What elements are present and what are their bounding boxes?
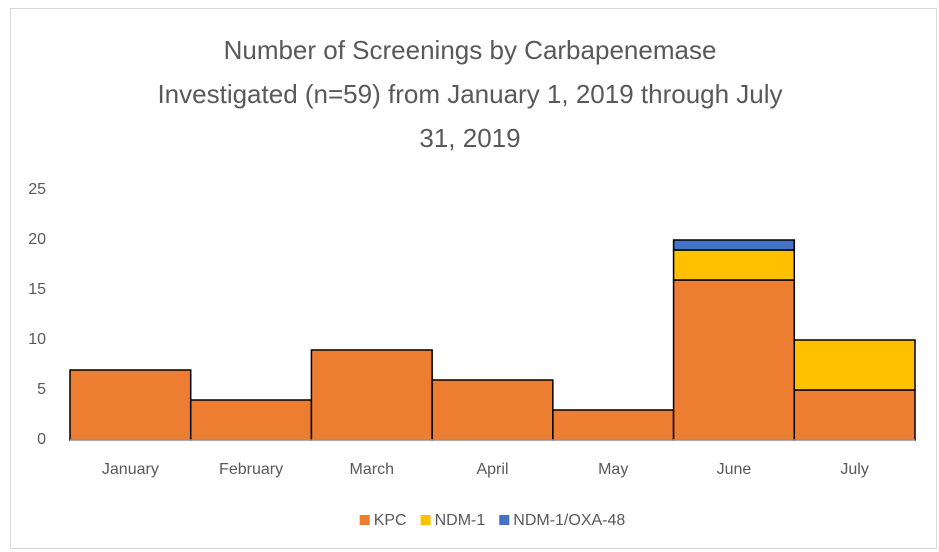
y-tick-label: 5	[37, 381, 46, 398]
y-tick-label: 15	[28, 281, 46, 298]
bar-segment	[793, 389, 916, 441]
bar-segment	[672, 239, 796, 251]
legend-swatch	[420, 515, 431, 525]
bar-segment	[793, 339, 916, 391]
bar-segment	[552, 409, 675, 441]
x-tick-label: July	[840, 461, 868, 478]
x-tick-label: June	[717, 461, 752, 478]
chart-title: Number of Screenings by Carbapenemase In…	[157, 35, 783, 153]
legend-label: KPC	[374, 512, 407, 529]
y-tick-label: 25	[28, 181, 46, 198]
bar-segment	[189, 399, 313, 441]
y-tick-label: 20	[28, 231, 46, 248]
x-tick-label: January	[102, 461, 159, 478]
legend-swatch	[499, 515, 510, 525]
legend-label: NDM-1	[435, 512, 486, 529]
y-tick-label: 0	[37, 431, 46, 448]
bar-segment	[672, 249, 796, 281]
x-tick-label: February	[219, 461, 283, 478]
bar-segment	[672, 279, 796, 441]
x-tick-label: May	[598, 461, 628, 478]
x-tick-label: March	[350, 461, 394, 478]
legend-label: NDM-1/OXA-48	[513, 512, 625, 529]
legend-swatch	[359, 515, 370, 525]
bar-segment	[431, 379, 554, 441]
bar-segment	[69, 369, 192, 441]
x-tick-label: April	[476, 461, 508, 478]
bar-segment	[310, 349, 433, 441]
y-tick-label: 10	[28, 331, 46, 348]
